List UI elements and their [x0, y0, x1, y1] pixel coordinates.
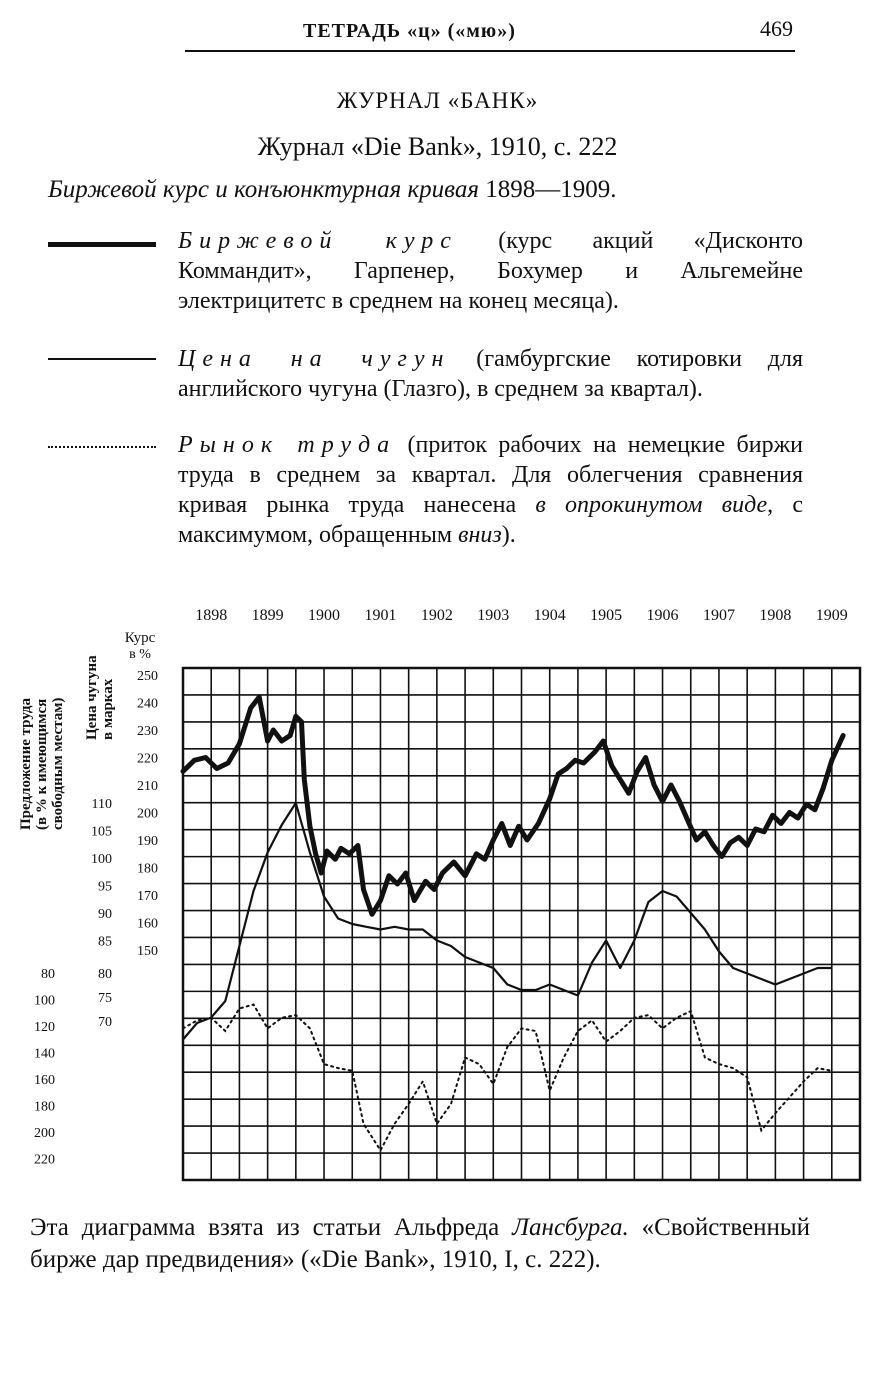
labor-tick-label: 100	[34, 994, 55, 1009]
chart: 1898 1899 1900 1901 1902 1903 1904 1905 1906 1907…	[0, 590, 875, 1190]
iron-tick-label: 95	[98, 880, 112, 895]
caption-italic: Биржевой курс и конъюнктурная кривая	[48, 176, 479, 203]
x-tick-label: 1906	[647, 607, 679, 624]
stock-tick-label: 180	[137, 862, 158, 877]
labor-axis-title-line: Предложение труда	[18, 698, 34, 830]
iron-tick-label: 80	[98, 967, 112, 982]
x-tick-label: 1909	[816, 607, 848, 624]
x-tick-label: 1903	[477, 607, 509, 624]
chart-caption: Биржевой курс и конъюнктурная кривая 189…	[48, 176, 616, 204]
stock-tick-label: 170	[137, 889, 158, 904]
x-tick-label: 1898	[195, 607, 227, 624]
stock-tick-label: 240	[137, 697, 158, 712]
legend-iron-term: Цена на чугун	[178, 346, 451, 372]
labor-market-line	[182, 1003, 833, 1153]
iron-price-line	[182, 801, 832, 1041]
labor-axis-title: Предложение труда(в % к имеющимсясвободн…	[18, 698, 66, 830]
legend-labor: Рынок труда (приток рабочих на немецкие …	[48, 430, 808, 580]
legend-stock-desc: (курс акций «Дисконто Коммандит», Гарпен…	[178, 228, 803, 314]
x-tick-label: 1901	[364, 607, 396, 624]
labor-tick-label: 180	[34, 1100, 55, 1115]
labor-tick-label: 160	[34, 1073, 55, 1088]
legend-labor-text: Рынок труда (приток рабочих на немецкие …	[178, 430, 803, 550]
running-head: ТЕТРАДЬ «ц» («мю») 469	[185, 14, 805, 44]
legend-stock-text: Биржевой курс (курс акций «Дисконто Комм…	[178, 226, 803, 316]
legend-iron-desc: (гамбургские котировки для английского ч…	[178, 346, 804, 402]
x-tick-label: 1900	[308, 607, 340, 624]
legend-iron: Цена на чугун (гамбургские котировки для…	[48, 344, 808, 434]
legend-thick-line	[48, 242, 156, 247]
labor-tick-label: 80	[41, 967, 55, 982]
running-title: ТЕТРАДЬ «ц» («мю»)	[303, 20, 516, 42]
iron-tick-label: 110	[92, 797, 112, 812]
x-tick-label: 1904	[534, 607, 566, 624]
iron-axis-title-line: Цена чугуна	[84, 655, 100, 740]
labor-axis-title-line: (в % к имеющимся	[34, 699, 50, 830]
legend-labor-desc-3: ).	[501, 522, 516, 548]
iron-tick-label: 70	[98, 1015, 112, 1030]
labor-tick-label: 140	[34, 1047, 55, 1062]
stock-tick-label: 150	[137, 944, 158, 959]
footnote-title: «Свойственный бирже дар предвидения» («D…	[30, 1214, 811, 1273]
iron-tick-label: 85	[98, 935, 112, 950]
chart-svg: 1898 1899 1900 1901 1902 1903 1904 1905 1906 1907…	[18, 607, 862, 1182]
stock-tick-label: 190	[137, 834, 158, 849]
x-tick-label: 1908	[759, 607, 791, 624]
x-tick-label: 1907	[703, 607, 735, 624]
footnote-prefix: Эта диаграмма взята из статьи Альфреда	[30, 1214, 500, 1241]
legend-labor-desc-2: , с максимумом, обращенным	[178, 492, 804, 548]
footnote: Эта диаграмма взята из статьи Альфреда Л…	[30, 1212, 810, 1276]
iron-tick-label: 100	[91, 852, 112, 867]
iron-tick-label: 75	[98, 991, 112, 1006]
stock-tick-label: 160	[137, 917, 158, 932]
stock-axis-title-line: в %	[129, 647, 151, 662]
legend-dotted-line	[48, 446, 156, 448]
iron-axis-title-line: в марках	[100, 678, 116, 740]
iron-axis-title: Цена чугунав марках	[84, 655, 116, 740]
labor-tick-label: 220	[34, 1153, 55, 1168]
labor-axis-title-line: свободным местам)	[50, 698, 66, 830]
x-tick-label: 1899	[252, 607, 284, 624]
stock-tick-label: 210	[137, 779, 158, 794]
iron-tick-label: 90	[98, 907, 112, 922]
stock-tick-label: 250	[137, 669, 158, 684]
iron-tick-label: 105	[91, 825, 112, 840]
legend-labor-desc-1: (приток рабочих на немецкие биржи труда …	[178, 432, 803, 518]
stock-tick-label: 220	[137, 752, 158, 767]
legend-labor-italic-2: вниз	[458, 522, 502, 548]
labor-tick-label: 120	[34, 1020, 55, 1035]
legend-iron-text: Цена на чугун (гамбургские котировки для…	[178, 344, 803, 404]
source-line: Журнал «Die Bank», 1910, с. 222	[257, 132, 618, 161]
footnote-author: Лансбурга.	[512, 1214, 629, 1241]
legend-thin-line	[48, 358, 156, 360]
stock-axis-title-line: Курс	[125, 630, 156, 646]
legend-labor-italic-1: в опрокинутом виде	[535, 492, 768, 518]
x-tick-label: 1902	[421, 607, 453, 624]
stock-tick-label: 230	[137, 724, 158, 739]
plot-frame	[181, 666, 862, 1182]
labor-tick-label: 200	[34, 1126, 55, 1141]
page-number: 469	[760, 16, 793, 41]
legend-stock-term: Биржевой курс	[178, 228, 458, 254]
legend-stock: Биржевой курс (курс акций «Дисконто Комм…	[48, 226, 808, 336]
stock-price-line	[180, 694, 846, 917]
legend-labor-term: Рынок труда	[178, 432, 397, 458]
header-rule	[185, 50, 795, 52]
stock-tick-label: 200	[137, 807, 158, 822]
section-title: ЖУРНАЛ «БАНК»	[336, 88, 539, 113]
caption-years: 1898—1909.	[485, 176, 617, 203]
x-tick-label: 1905	[590, 607, 622, 624]
